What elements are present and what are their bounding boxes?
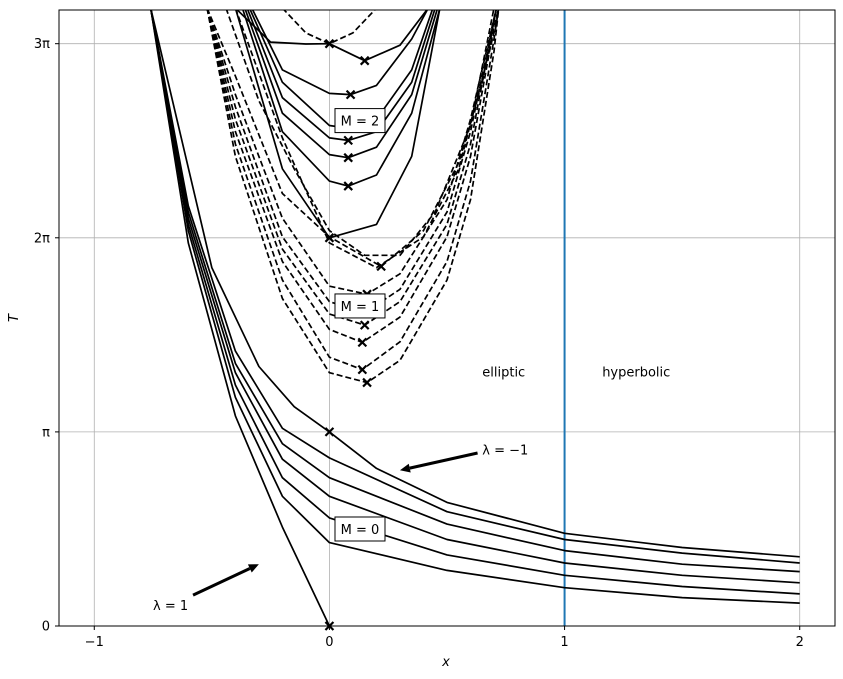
annotation-arrow: [399, 451, 478, 473]
minimum-marker: [359, 320, 370, 330]
annotation-arrow: [192, 564, 259, 597]
curve-m0-solid: [150, 10, 800, 558]
curve-m1-dashed: [206, 10, 497, 314]
curve-m0-solid: [150, 10, 800, 584]
minimum-marker: [357, 337, 368, 348]
curve-m1-dashed: [206, 10, 500, 384]
curve-m1-dashed: [225, 10, 495, 257]
minimum-marker: [324, 233, 335, 243]
minimum-marker: [343, 181, 354, 191]
tick-layer: −1 0 1 2 0 π 2π 3π: [34, 37, 804, 650]
group-label-box: M = 1: [334, 293, 386, 319]
curve-m0-solid: [150, 10, 800, 564]
curve-m0-solid: [150, 10, 800, 595]
x-tick-label: 1: [560, 635, 568, 650]
plot-frame: [58, 9, 836, 627]
y-tick-label: π: [42, 425, 50, 440]
x-tick-label: 0: [325, 635, 333, 650]
minimum-marker: [359, 55, 370, 66]
minimum-marker: [324, 38, 335, 49]
curve-m0-solid: [150, 10, 800, 573]
y-tick-label: 3π: [34, 37, 50, 52]
lambda-label: λ = −1: [482, 444, 528, 459]
minimum-marker: [357, 364, 368, 375]
minimum-marker: [345, 89, 356, 100]
group-label-box: M = 0: [334, 516, 386, 542]
minimum-marker: [376, 261, 386, 272]
group-label: M = 2: [341, 115, 380, 130]
group-label-box: M = 2: [334, 108, 386, 134]
curve-m3-dashed: [283, 10, 376, 45]
x-axis-label: x: [441, 655, 450, 670]
annotation-layer: elliptic hyperbolic λ = 1 λ = −1 M = 0 M = 1 M…: [153, 108, 670, 614]
minimum-marker: [362, 377, 372, 388]
lambda-label: λ = 1: [153, 599, 188, 614]
y-axis-label: T: [7, 313, 22, 322]
x-tick-label: 2: [796, 635, 804, 650]
curve-m1-dashed: [206, 10, 500, 344]
region-label: elliptic: [482, 366, 525, 381]
curve-m1-dashed: [206, 10, 500, 371]
curve-m0-solid: [150, 10, 331, 626]
x-tick-label: −1: [85, 635, 104, 650]
curve-m2-solid: [235, 10, 441, 239]
minimum-marker: [343, 135, 354, 146]
group-label: M = 1: [341, 300, 380, 315]
region-label: hyperbolic: [602, 366, 670, 381]
minimum-marker: [324, 427, 335, 437]
y-tick-label: 0: [42, 620, 50, 635]
curve-m0-solid: [150, 10, 800, 604]
group-label: M = 0: [341, 523, 380, 538]
minimum-marker: [343, 152, 354, 163]
curve-m1-dashed: [235, 10, 500, 269]
plot-background: [59, 10, 835, 626]
y-tick-label: 2π: [34, 231, 50, 246]
